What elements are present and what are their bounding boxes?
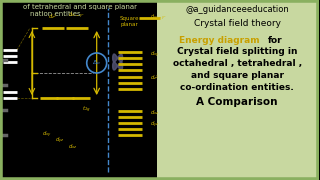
Polygon shape xyxy=(113,54,123,62)
Text: Crystal field theory: Crystal field theory xyxy=(194,19,281,28)
Text: $d_{xy}$: $d_{xy}$ xyxy=(42,130,52,140)
Text: $d_{x^2-y^2}$: $d_{x^2-y^2}$ xyxy=(68,11,85,21)
Text: $d_{xz}$: $d_{xz}$ xyxy=(68,142,77,151)
Text: nation entities: nation entities xyxy=(29,11,80,17)
Text: for: for xyxy=(268,36,283,45)
Bar xyxy=(156,0,319,180)
Text: $d_{yz}$: $d_{yz}$ xyxy=(55,136,65,146)
Text: co-ordination entities.: co-ordination entities. xyxy=(180,83,294,92)
Text: and square planar: and square planar xyxy=(191,71,284,80)
Text: $d_{yz}$: $d_{yz}$ xyxy=(149,120,159,130)
Text: $\Delta_o$: $\Delta_o$ xyxy=(92,58,101,68)
Text: $d_{x^2-y^2}$: $d_{x^2-y^2}$ xyxy=(149,13,166,23)
Text: A Comparison: A Comparison xyxy=(196,97,278,107)
Text: Energy diagram: Energy diagram xyxy=(179,36,260,45)
Text: $d_{z^2}$: $d_{z^2}$ xyxy=(48,12,57,21)
Text: octahedral , tetrahedral ,: octahedral , tetrahedral , xyxy=(173,59,302,68)
Text: $d_{xz}$: $d_{xz}$ xyxy=(149,108,159,117)
Text: $t_{2g}$: $t_{2g}$ xyxy=(82,105,91,115)
Text: $d_{xy}$: $d_{xy}$ xyxy=(149,50,159,60)
Polygon shape xyxy=(113,62,123,70)
Text: @a_guidanceeeducation: @a_guidanceeeducation xyxy=(185,5,289,14)
Text: of tetrahedral and square planar: of tetrahedral and square planar xyxy=(23,4,137,10)
Text: Square
planar: Square planar xyxy=(120,16,139,27)
Text: $d_{z^2}$: $d_{z^2}$ xyxy=(149,73,158,82)
Text: Crystal field splitting in: Crystal field splitting in xyxy=(177,47,298,56)
